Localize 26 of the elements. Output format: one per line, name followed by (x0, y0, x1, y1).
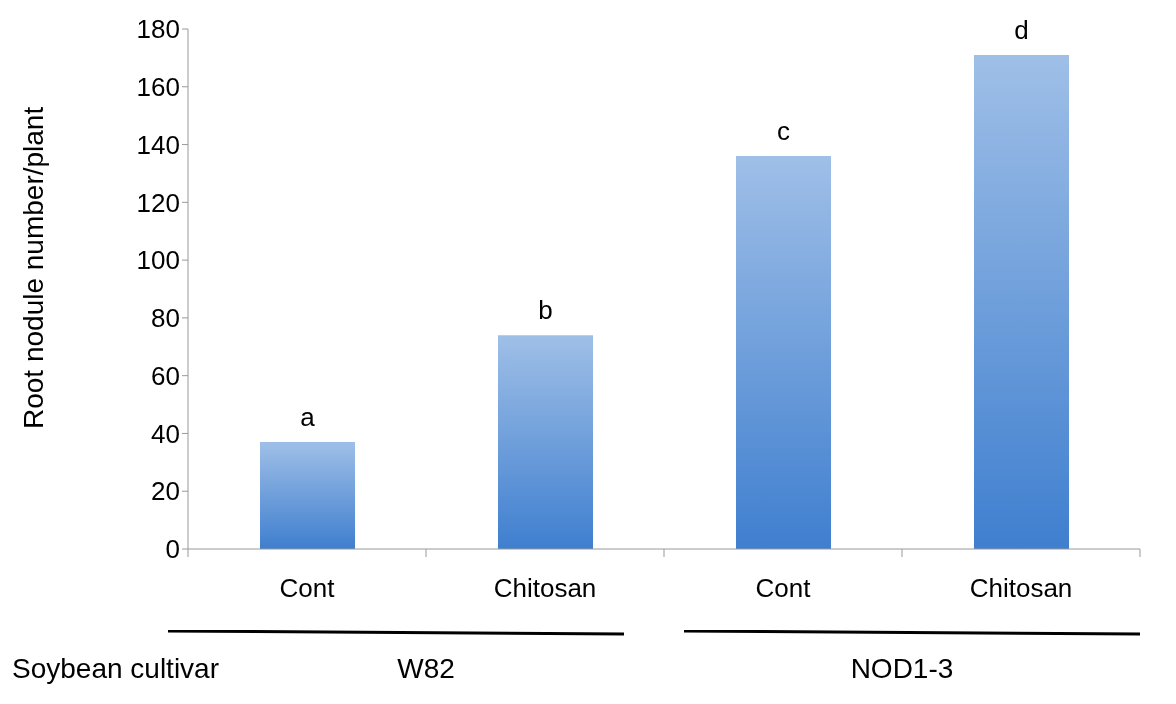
x-tick-label: Chitosan (493, 573, 597, 604)
annotation: c (777, 116, 790, 147)
y-axis-title: Root nodule number/plant (17, 106, 49, 429)
y-tick-label: 180 (136, 14, 180, 45)
annotation: b (538, 295, 553, 326)
y-tick-label: 40 (151, 418, 180, 449)
annotation: d (1014, 15, 1029, 45)
y-tick-label: 100 (136, 245, 180, 276)
text: NOD1-3 (849, 653, 955, 685)
bar (736, 156, 831, 549)
y-tick-label: 120 (136, 187, 180, 218)
y-tick-label: 160 (136, 72, 180, 103)
text: W82 (397, 653, 455, 684)
y-tick-label: 80 (151, 303, 180, 334)
annotation: a (300, 402, 316, 433)
x-tick-label: Chitosan (969, 573, 1073, 604)
x-tick-label: Cont (755, 573, 812, 604)
x-tick-label: Cont (279, 573, 336, 604)
x-axis-title: Soybean cultivar (12, 653, 220, 685)
bar (974, 55, 1069, 549)
bar (260, 442, 355, 549)
y-tick-label: 0 (165, 534, 180, 565)
bar (498, 335, 593, 549)
y-tick-label: 60 (151, 360, 180, 391)
y-tick-label: 20 (151, 476, 180, 507)
y-tick-label: 140 (136, 129, 180, 160)
